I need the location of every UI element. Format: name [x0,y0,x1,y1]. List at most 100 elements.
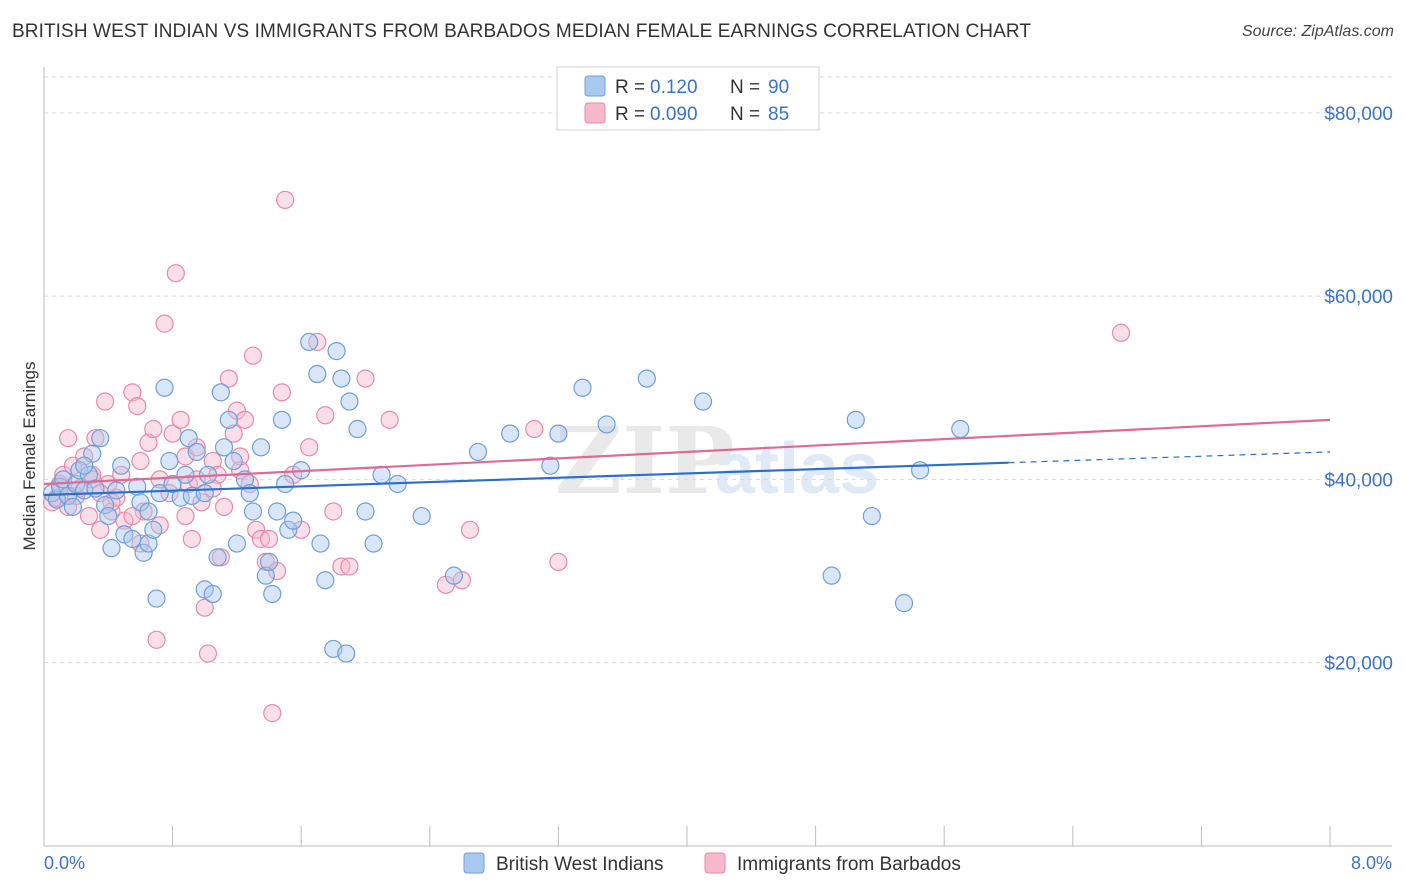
data-point [951,419,970,439]
data-point [259,552,279,571]
data-point [195,598,214,617]
data-point [251,438,271,457]
data-point [259,529,279,549]
data-point [1111,323,1131,342]
data-point [203,451,222,471]
data-point [182,529,201,549]
data-point [356,369,375,388]
data-point [316,406,335,425]
data-point [91,429,110,448]
legend-r-label-pink: R = [615,104,645,125]
data-point [340,557,359,576]
data-point [267,502,287,521]
data-point [59,429,78,448]
series-immigrants-from-barbados-points [42,190,1131,723]
data-point [63,497,83,517]
data-point [139,534,158,553]
legend-n-label-pink: N = [730,104,760,125]
data-point [279,520,298,539]
legend-n-label-blue: N = [730,77,760,98]
data-point [150,484,169,503]
x-ticks [172,826,1331,846]
trend-lines [43,418,1331,497]
bottom-legend-swatch-pink [704,852,726,874]
data-point [176,506,195,526]
data-point [134,543,153,562]
data-point [107,481,126,500]
data-point [822,566,841,585]
data-point [128,396,147,416]
source-attribution: Source: ZipAtlas.com [1241,23,1394,40]
data-point [147,589,166,608]
data-point [91,520,110,539]
data-point [155,378,174,397]
data-point [468,442,488,462]
data-point [364,534,383,553]
bottom-legend-label-pink: Immigrants from Barbados [737,854,961,875]
data-point [171,488,190,507]
data-point [327,342,346,361]
data-point [276,190,295,209]
data-point [308,364,327,384]
data-point [412,506,431,526]
data-point [263,704,282,723]
data-point [693,392,713,411]
data-point [380,410,399,429]
data-point [311,534,330,553]
data-point [549,552,568,571]
data-point [541,456,560,475]
data-point [573,378,592,397]
bottom-legend: British West Indians Immigrants from Bar… [463,852,961,875]
data-point [144,419,163,439]
y-tick-label: $60,000 [1324,287,1393,308]
data-point [272,410,292,429]
axes [43,67,1392,847]
watermark-zip: ZIP [555,407,734,515]
data-point [263,584,282,604]
data-point [163,474,182,494]
y-tick-label: $40,000 [1324,470,1393,491]
data-point [356,502,375,521]
pink-trend-line [43,418,1331,486]
data-point [256,566,275,585]
data-point [166,264,185,283]
data-point [235,410,255,429]
data-point [846,410,865,429]
data-point [227,534,246,553]
data-point [224,451,243,471]
data-point [337,644,356,663]
y-tick-label: $80,000 [1324,104,1393,125]
data-point [123,383,142,402]
x-tick-label-min: 0.0% [44,853,85,873]
data-point [243,346,263,365]
data-point [208,548,227,567]
data-point [211,383,230,402]
data-point [637,369,656,388]
data-point [324,502,343,521]
data-point [214,438,234,457]
data-point [79,506,99,526]
data-point [86,429,105,448]
gridlines [44,76,1392,664]
data-point [460,520,480,539]
data-point [894,594,914,613]
data-point [910,461,930,480]
y-tick-labels: $20,000 $40,000 $60,000 $80,000 [1324,104,1393,675]
data-point [340,392,359,411]
data-point [525,419,544,439]
data-point [276,474,295,494]
legend-r-value-pink: 0.090 [650,104,698,125]
legend-swatch-pink [584,102,606,124]
y-tick-label: $20,000 [1324,654,1393,675]
data-point [332,369,351,388]
data-point [144,520,163,539]
data-point [219,369,238,388]
legend-swatch-blue [584,75,606,97]
data-point [300,332,319,352]
data-point [123,529,142,549]
data-point [95,495,115,515]
data-point [597,415,616,434]
data-point [549,424,568,443]
data-point [316,571,335,590]
